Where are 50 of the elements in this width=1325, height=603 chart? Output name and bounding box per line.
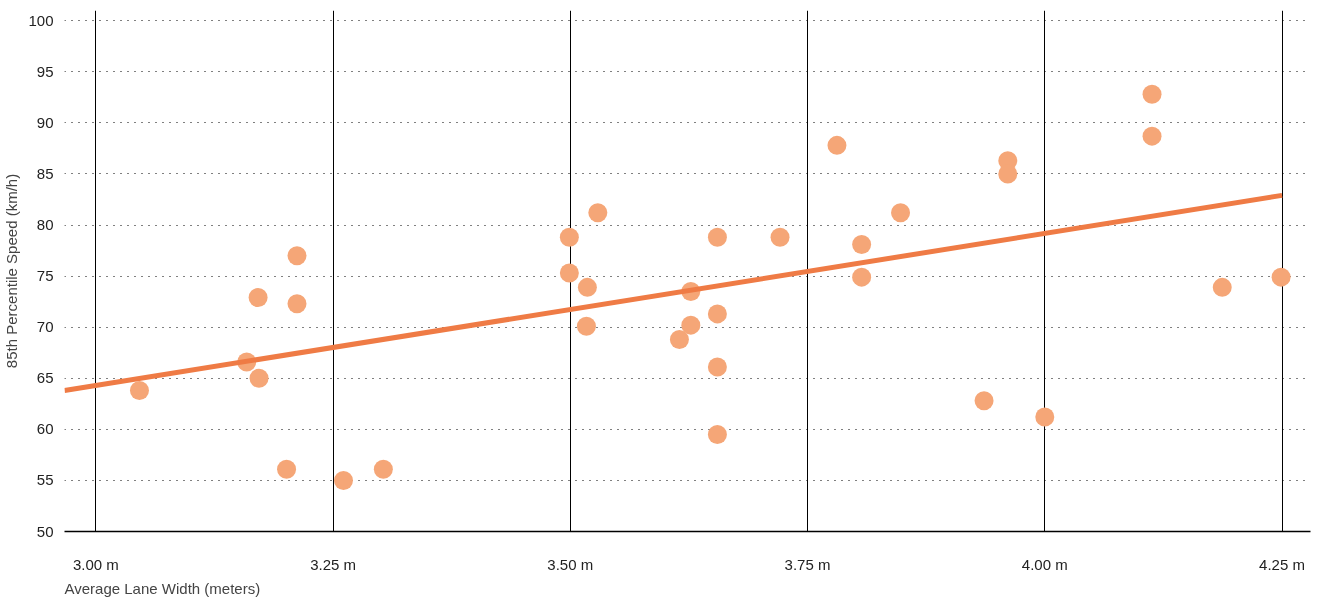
x-tick-label: 3.00 m xyxy=(72,555,119,573)
y-tick-label: 60 xyxy=(36,420,54,438)
point xyxy=(681,315,701,335)
point xyxy=(588,203,608,223)
x-tick-label: 4.25 m xyxy=(1259,555,1305,573)
point xyxy=(373,459,393,479)
y-tick-label: 85 xyxy=(36,164,54,182)
y-tick-label: 80 xyxy=(36,216,54,234)
point xyxy=(707,424,727,444)
point xyxy=(248,288,268,308)
point xyxy=(669,329,689,349)
point xyxy=(1212,277,1232,297)
point xyxy=(287,294,307,314)
y-axis-title: 85th Percentile Speed (km/h) xyxy=(3,173,21,369)
point xyxy=(1142,126,1162,146)
y-tick-label: 65 xyxy=(36,369,54,387)
x-tick-label: 3.75 m xyxy=(784,555,831,573)
point xyxy=(707,227,727,247)
point xyxy=(559,263,579,283)
point xyxy=(852,234,872,254)
point xyxy=(1271,267,1291,287)
y-tick-label: 75 xyxy=(36,267,54,285)
point xyxy=(277,459,297,479)
y-tick-label: 95 xyxy=(36,62,54,80)
point xyxy=(827,135,847,155)
point xyxy=(576,316,596,336)
point xyxy=(707,357,727,377)
x-tick-label: 3.25 m xyxy=(310,555,356,573)
x-tick-label: 3.50 m xyxy=(547,555,594,573)
point xyxy=(559,227,579,247)
point xyxy=(891,203,911,223)
point xyxy=(129,381,149,400)
point xyxy=(249,368,269,388)
point xyxy=(974,391,994,411)
point xyxy=(1142,84,1162,104)
y-tick-label: 70 xyxy=(36,318,54,336)
point xyxy=(287,246,307,266)
y-tick-label: 100 xyxy=(28,11,54,29)
point xyxy=(334,470,353,490)
point xyxy=(998,164,1018,184)
x-axis-title: Average Lane Width (meters) xyxy=(64,579,261,597)
y-tick-label: 50 xyxy=(36,522,54,540)
point xyxy=(852,267,872,287)
y-tick-label: 55 xyxy=(36,471,54,489)
point xyxy=(577,277,597,297)
point xyxy=(770,227,790,247)
point xyxy=(707,304,727,324)
point xyxy=(1035,407,1055,427)
y-tick-label: 90 xyxy=(36,113,54,131)
x-tick-label: 4.00 m xyxy=(1021,555,1068,573)
